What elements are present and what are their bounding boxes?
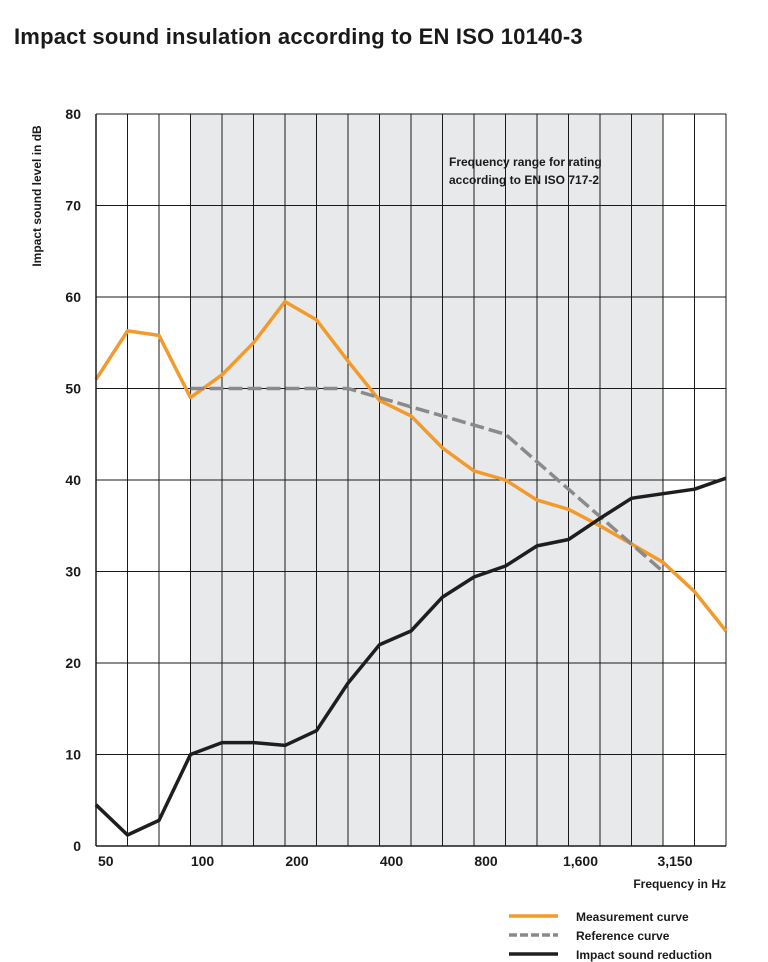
rating-range-label: according to EN ISO 717-2: [449, 173, 599, 187]
x-tick-label: 100: [191, 853, 215, 869]
series-line-2: [94, 476, 727, 837]
x-tick-label: 50: [98, 853, 114, 869]
y-tick-label: 0: [73, 838, 81, 854]
y-tick-label: 60: [65, 289, 81, 305]
y-tick-label: 80: [65, 106, 81, 122]
series-line-1: [190, 386, 665, 573]
x-tick-label: 800: [474, 853, 498, 869]
y-tick-label: 50: [65, 381, 81, 397]
x-tick-label: 400: [380, 853, 404, 869]
y-axis-title: Impact sound level in dB: [30, 125, 44, 267]
y-tick-label: 20: [65, 655, 81, 671]
y-tick-label: 70: [65, 198, 81, 214]
y-tick-label: 40: [65, 472, 81, 488]
x-tick-label: 3,150: [657, 853, 692, 869]
chart-title: Impact sound insulation according to EN …: [14, 24, 583, 49]
y-tick-label: 10: [65, 747, 81, 763]
legend-label-1: Reference curve: [576, 929, 670, 943]
legend-label-0: Measurement curve: [576, 910, 689, 924]
rating-range-label: Frequency range for rating: [449, 155, 602, 169]
x-axis-title: Frequency in Hz: [633, 877, 726, 891]
x-tick-label: 200: [285, 853, 309, 869]
x-tick-label: 1,600: [563, 853, 598, 869]
y-tick-label: 30: [65, 564, 81, 580]
legend-label-2: Impact sound reduction: [576, 948, 712, 962]
